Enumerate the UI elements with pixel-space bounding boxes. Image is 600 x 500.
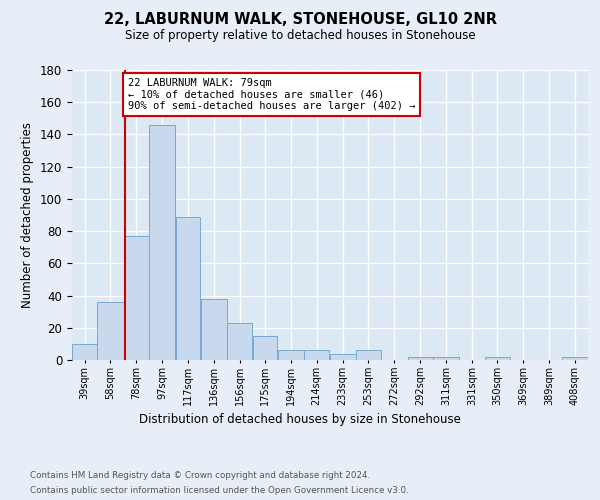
Bar (329, 354, 356, 360)
Text: Contains HM Land Registry data © Crown copyright and database right 2024.: Contains HM Land Registry data © Crown c… (30, 471, 370, 480)
Bar (562, 357, 588, 360)
Bar (433, 357, 459, 360)
Bar (278, 350, 304, 360)
Bar (149, 125, 175, 360)
Bar (124, 236, 149, 360)
Bar (72, 344, 97, 360)
Bar (356, 350, 381, 360)
Bar (253, 336, 277, 360)
Bar (304, 350, 329, 360)
Text: 22 LABURNUM WALK: 79sqm
← 10% of detached houses are smaller (46)
90% of semi-de: 22 LABURNUM WALK: 79sqm ← 10% of detache… (128, 78, 415, 112)
Bar (176, 216, 200, 360)
Bar (227, 323, 252, 360)
Text: Contains public sector information licensed under the Open Government Licence v3: Contains public sector information licen… (30, 486, 409, 495)
Bar (408, 357, 433, 360)
Text: Size of property relative to detached houses in Stonehouse: Size of property relative to detached ho… (125, 29, 475, 42)
Y-axis label: Number of detached properties: Number of detached properties (22, 122, 34, 308)
Bar (201, 299, 227, 360)
Bar (97, 302, 124, 360)
Text: 22, LABURNUM WALK, STONEHOUSE, GL10 2NR: 22, LABURNUM WALK, STONEHOUSE, GL10 2NR (104, 12, 497, 28)
Bar (485, 357, 509, 360)
Text: Distribution of detached houses by size in Stonehouse: Distribution of detached houses by size … (139, 412, 461, 426)
